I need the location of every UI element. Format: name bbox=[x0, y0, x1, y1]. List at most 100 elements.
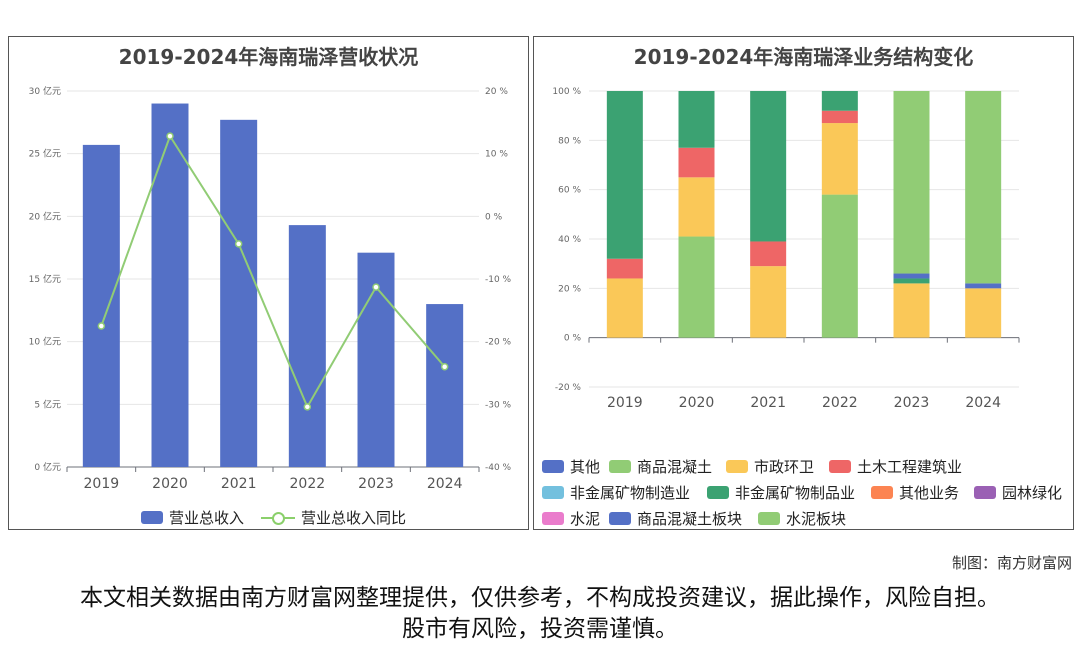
revenue-chart-legend: 营业总收入 营业总收入同比 bbox=[9, 507, 528, 527]
disclaimer-text: 本文相关数据由南方财富网整理提供，仅供参考，不构成投资建议，据此操作，风险自担。… bbox=[80, 585, 1000, 642]
structure-chart-panel: 2019-2024年海南瑞泽业务结构变化 -20 % 0 % 20 % 40 % 60 … bbox=[533, 36, 1074, 530]
y-tick-label: 25 亿元 bbox=[29, 148, 61, 160]
bar-revenue-2021 bbox=[220, 119, 258, 468]
legend-item-other[interactable]: 其他 bbox=[542, 456, 600, 477]
y-tick-label: 0 亿元 bbox=[34, 461, 61, 473]
legend-label-municipal: 市政环卫 bbox=[754, 458, 815, 476]
point-revenue-yoy-2023 bbox=[372, 283, 380, 291]
y2-tick-label: 10 % bbox=[485, 150, 508, 160]
x-tick-label: 2020 bbox=[152, 476, 188, 492]
legend-swatch-revenue bbox=[141, 511, 163, 524]
legend-item-cement[interactable]: 水泥 bbox=[542, 508, 600, 529]
line-revenue-yoy bbox=[100, 133, 446, 410]
revenue-chart-title: 2019-2024年海南瑞泽营收状况 bbox=[118, 45, 419, 69]
bar-seg-2-2024 bbox=[965, 288, 1002, 338]
x-tick-label: 2022 bbox=[822, 395, 858, 411]
point-revenue-yoy-2020 bbox=[166, 132, 174, 140]
legend-label-landscaping: 园林绿化 bbox=[1002, 484, 1063, 502]
x-tick-label: 2023 bbox=[894, 395, 930, 411]
x-tick-label: 2021 bbox=[750, 395, 786, 411]
bar-seg-9-2024 bbox=[965, 283, 1002, 289]
legend-item-municipal[interactable]: 市政环卫 bbox=[726, 456, 814, 477]
bar-seg-2-2021 bbox=[750, 266, 787, 338]
legend-item-cement-segment[interactable]: 水泥板块 bbox=[758, 508, 846, 529]
legend-label-other-business: 其他业务 bbox=[899, 484, 960, 502]
bar-seg-2-2020 bbox=[678, 177, 715, 237]
x-tick-label: 2021 bbox=[221, 476, 257, 492]
legend-item-concrete-segment[interactable]: 商品混凝土板块 bbox=[609, 508, 742, 529]
bar-revenue-2020 bbox=[151, 103, 189, 468]
y-tick-label: 100 % bbox=[552, 87, 581, 97]
legend-item-concrete[interactable]: 商品混凝土 bbox=[609, 456, 712, 477]
legend-label-other: 其他 bbox=[570, 458, 601, 476]
legend-item-nonmetal-products[interactable]: 非金属矿物制品业 bbox=[707, 482, 855, 503]
y2-tick-label: -30 % bbox=[485, 400, 512, 410]
y2-tick-label: 20 % bbox=[485, 87, 508, 97]
structure-chart-title: 2019-2024年海南瑞泽业务结构变化 bbox=[633, 45, 974, 69]
bar-seg-2-2023 bbox=[893, 283, 930, 338]
x-tick-label: 2022 bbox=[290, 476, 326, 492]
legend-label-concrete-segment: 商品混凝土板块 bbox=[637, 510, 743, 528]
y2-tick-label: -20 % bbox=[485, 338, 512, 348]
legend-swatch-municipal bbox=[726, 460, 748, 473]
point-revenue-yoy-2019 bbox=[97, 322, 106, 330]
bar-seg-3-2022 bbox=[821, 110, 858, 124]
bar-revenue-2024 bbox=[426, 304, 464, 467]
point-revenue-yoy-2024 bbox=[440, 362, 449, 371]
structure-chart-svg: -20 % 0 % 20 % 40 % 60 % 80 % 100 % 2019 2020 202… bbox=[552, 87, 1020, 411]
y-tick-label: 80 % bbox=[558, 136, 581, 146]
bar-seg-9-2023 bbox=[893, 273, 930, 279]
bar-seg-2-2022 bbox=[821, 123, 858, 195]
legend-label-nonmetal-mfg: 非金属矿物制造业 bbox=[570, 484, 691, 502]
legend-swatch-concrete-segment bbox=[609, 512, 631, 525]
legend-item-nonmetal-mfg[interactable]: 非金属矿物制造业 bbox=[542, 482, 690, 503]
y-tick-label: -20 % bbox=[555, 383, 582, 393]
bar-seg-1-2020 bbox=[678, 236, 715, 338]
bar-seg-10-2023 bbox=[893, 91, 930, 274]
legend-swatch-other-business bbox=[871, 486, 893, 499]
x-tick-label: 2019 bbox=[607, 395, 643, 411]
bar-revenue-2019 bbox=[82, 144, 120, 467]
y2-tick-label: -40 % bbox=[485, 463, 512, 473]
x-tick-label: 2024 bbox=[965, 395, 1001, 411]
legend-label-concrete: 商品混凝土 bbox=[637, 458, 713, 476]
y-tick-label: 20 亿元 bbox=[29, 210, 61, 222]
point-revenue-yoy-2021 bbox=[234, 240, 243, 248]
x-tick-label: 2023 bbox=[358, 476, 394, 492]
legend-swatch-civil bbox=[829, 460, 851, 473]
y-tick-label: 40 % bbox=[558, 235, 581, 245]
point-revenue-yoy-2022 bbox=[303, 403, 312, 411]
y-tick-label: 20 % bbox=[558, 284, 581, 294]
y-tick-label: 10 亿元 bbox=[29, 336, 61, 348]
legend-item-revenue[interactable]: 营业总收入 bbox=[141, 507, 244, 528]
structure-chart-legend: 其他 商品混凝土 市政环卫 土木工程建筑业 非金属矿物制造业 非金属矿物制品业 … bbox=[534, 456, 1073, 530]
y2-tick-label: 0 % bbox=[485, 212, 503, 222]
legend-label-nonmetal-products: 非金属矿物制品业 bbox=[735, 484, 856, 502]
legend-label-revenue-yoy: 营业总收入同比 bbox=[301, 509, 407, 527]
chart-credit: 制图：南方财富网 bbox=[951, 554, 1072, 572]
y-tick-label: 60 % bbox=[558, 186, 581, 196]
legend-item-revenue-yoy[interactable]: 营业总收入同比 bbox=[261, 507, 406, 528]
legend-item-other-business[interactable]: 其他业务 bbox=[871, 482, 959, 503]
x-tick-label: 2019 bbox=[84, 476, 120, 492]
bar-seg-1-2022 bbox=[821, 194, 858, 338]
legend-label-cement: 水泥 bbox=[570, 510, 601, 528]
bar-seg-3-2021 bbox=[750, 241, 787, 267]
y-tick-label: 5 亿元 bbox=[34, 398, 61, 410]
legend-swatch-other bbox=[542, 460, 564, 473]
bar-seg-10-2024 bbox=[965, 91, 1002, 284]
bar-seg-5-2022 bbox=[821, 91, 858, 111]
legend-item-landscaping[interactable]: 园林绿化 bbox=[974, 482, 1062, 503]
y-tick-label: 30 亿元 bbox=[29, 85, 61, 97]
y-tick-label: 0 % bbox=[564, 334, 582, 344]
legend-swatch-nonmetal-products bbox=[707, 486, 729, 499]
legend-swatch-revenue-yoy bbox=[261, 511, 295, 525]
x-tick-label: 2024 bbox=[427, 476, 463, 492]
legend-label-cement-segment: 水泥板块 bbox=[786, 510, 847, 528]
bar-seg-5-2019 bbox=[606, 91, 643, 259]
legend-swatch-cement bbox=[542, 512, 564, 525]
legend-swatch-landscaping bbox=[974, 486, 996, 499]
bar-seg-5-2021 bbox=[750, 91, 787, 242]
bar-seg-3-2019 bbox=[606, 258, 643, 279]
legend-item-civil[interactable]: 土木工程建筑业 bbox=[829, 456, 962, 477]
